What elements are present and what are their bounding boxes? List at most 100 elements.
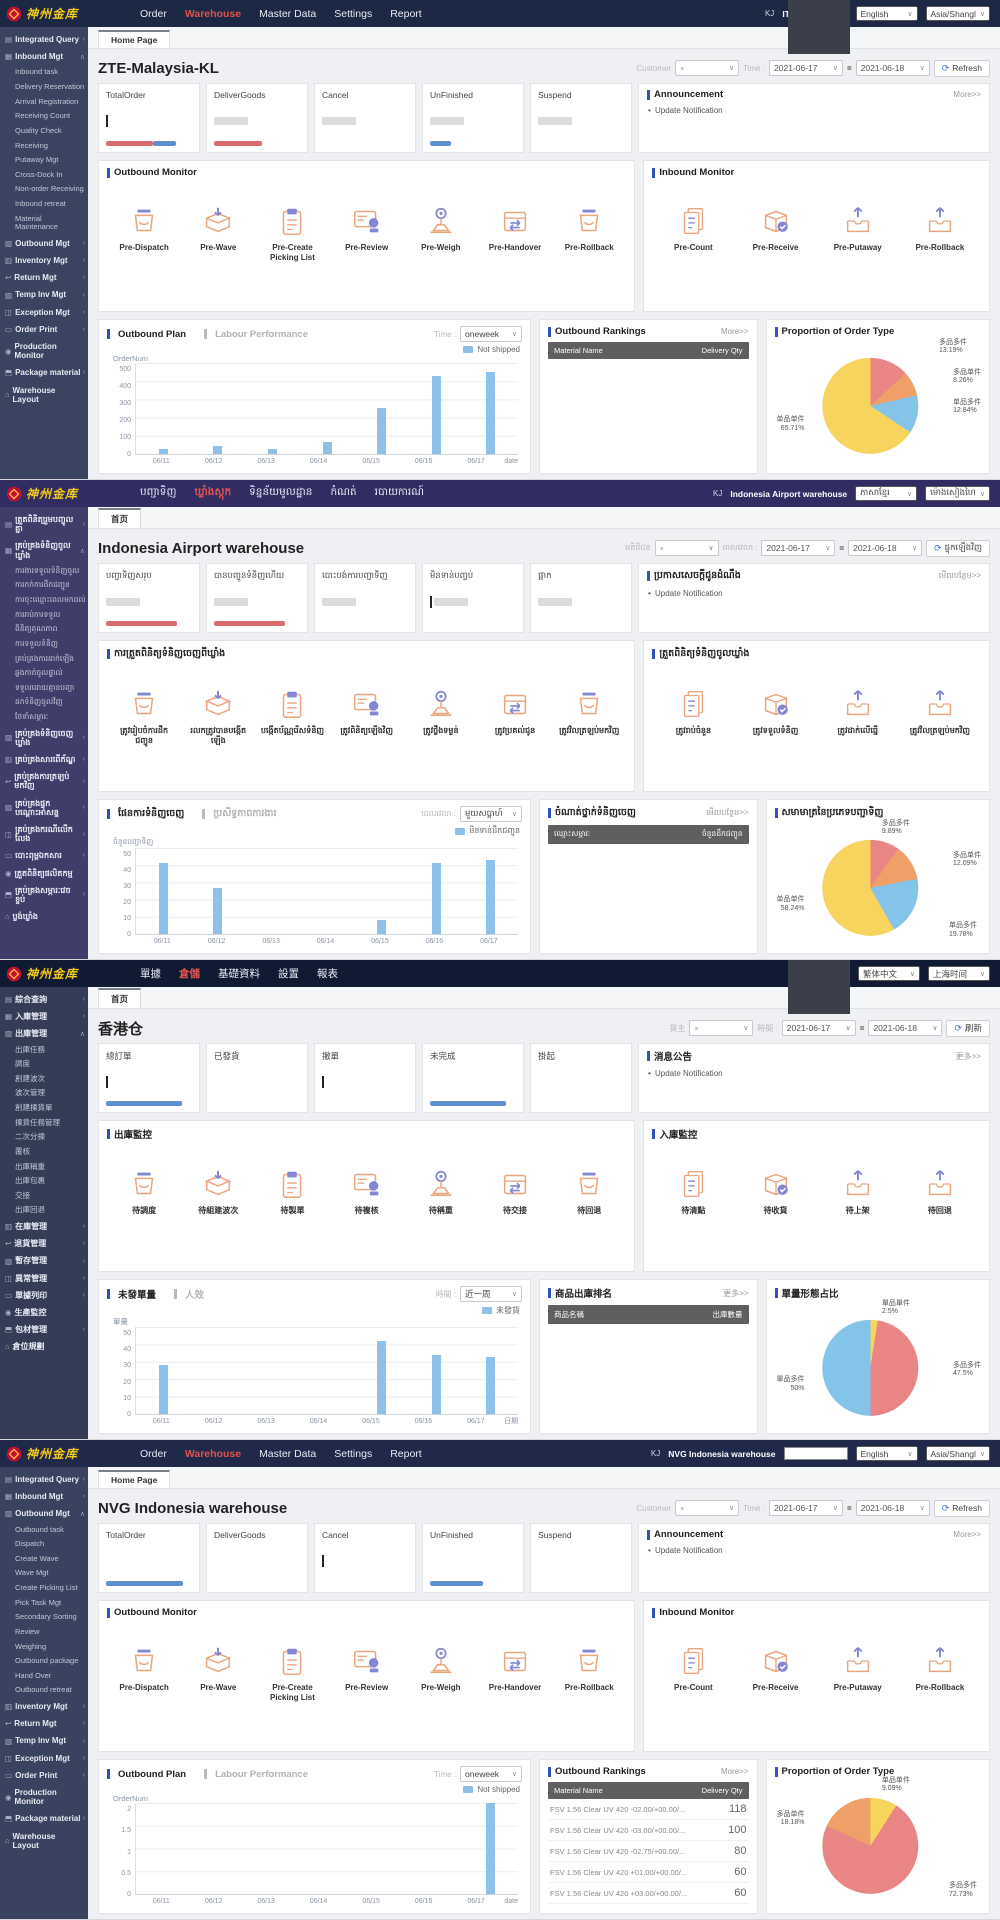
stat-card[interactable]: Cancel [314, 1523, 416, 1593]
timezone-select[interactable]: 上海时间 [928, 966, 990, 981]
customer-select[interactable] [689, 1020, 754, 1036]
sidebar-subitem[interactable]: Inbound task [15, 67, 58, 77]
refresh-button[interactable]: Refresh [933, 59, 990, 77]
ranking-row[interactable]: FSV 1.56 Clear UV 420 -02.00/+00.00/... … [548, 1799, 749, 1820]
sidebar-item[interactable]: ◫ គ្រប់គ្រងករណីលើកលែង ‹ [0, 821, 88, 847]
language-select[interactable]: ភាសាខ្មែរ [855, 486, 918, 501]
sidebar-item[interactable]: ▦ Inbound Mgt ∧ [0, 48, 88, 65]
sidebar-item[interactable]: ▭ Order Print ‹ [0, 1767, 88, 1784]
sidebar-subitem[interactable]: គ្រប់គ្រងការដាក់ឡើង [15, 653, 74, 663]
nav-item[interactable]: Settings [334, 7, 373, 20]
sidebar-item[interactable]: ▦ Inbound Mgt ‹ [0, 1488, 88, 1505]
sidebar-subitem[interactable]: ឆ្លងកាត់ចូលផ្ទាល់ [15, 668, 63, 678]
announcement-more-link[interactable]: More>> [953, 90, 981, 99]
date-to-select[interactable]: 2021-06-18 [848, 540, 923, 556]
stat-card[interactable]: UnFinished [422, 1523, 524, 1593]
user-initials[interactable]: KJ [713, 489, 723, 498]
sidebar-subitem[interactable]: Outbound package [15, 1656, 79, 1666]
timezone-select[interactable]: ម៉ោងសៀងហៃ [925, 486, 990, 501]
customer-select[interactable] [675, 60, 740, 76]
tab-home[interactable]: Home Page [98, 30, 171, 48]
stat-card[interactable]: TotalOrder [98, 1523, 200, 1593]
stat-card[interactable]: 總訂單 [98, 1043, 200, 1113]
user-initials[interactable]: KJ [650, 1449, 661, 1458]
sidebar-item[interactable]: ⬒ 包材管理 ‹ [0, 1321, 88, 1338]
stat-card[interactable]: 撤單 [314, 1043, 416, 1113]
plan-tab-active[interactable]: Outbound Plan [118, 328, 187, 340]
monitor-shortcut[interactable]: ត្រូវថ្លឹងទម្ងន់ [409, 687, 473, 736]
sidebar-item[interactable]: ◉ Production Monitor [0, 1784, 88, 1810]
rankings-more-link[interactable]: More>> [720, 1767, 749, 1776]
sidebar-item[interactable]: ⌂ Warehouse Layout [0, 1828, 88, 1854]
monitor-shortcut[interactable]: 待上架 [826, 1167, 890, 1216]
refresh-button[interactable]: Refresh [933, 1499, 990, 1517]
stat-card[interactable]: UnFinished [422, 83, 524, 153]
brand[interactable]: 神州金库 [6, 965, 124, 982]
monitor-shortcut[interactable]: Pre-Putaway [826, 204, 890, 253]
sidebar-item[interactable]: ▨ Temp Inv Mgt ‹ [0, 286, 88, 303]
monitor-shortcut[interactable]: 待調度 [112, 1167, 176, 1216]
current-warehouse-label[interactable]: Indonesia Airport warehouse [730, 488, 848, 499]
nav-item[interactable]: Warehouse [184, 7, 242, 20]
plan-tab-active[interactable]: Outbound Plan [118, 1768, 187, 1780]
sidebar-subitem[interactable]: Delivery Reservation [15, 82, 85, 91]
sidebar-subitem[interactable]: 出庫任務 [15, 1044, 45, 1054]
nav-item[interactable]: Master Data [259, 1447, 317, 1460]
plan-time-select[interactable]: oneweek [460, 1766, 523, 1782]
monitor-shortcut[interactable]: Pre-Wave [186, 1644, 250, 1693]
sidebar-subitem[interactable]: 交接 [15, 1190, 30, 1200]
sidebar-item[interactable]: ▤ Integrated Query ‹ [0, 31, 88, 48]
rankings-more-link[interactable]: មើលបន្ថែម>> [706, 808, 749, 817]
plan-tab-secondary[interactable]: Labour Performance [215, 1768, 308, 1780]
nav-item[interactable]: 單據 [140, 968, 161, 980]
stat-card[interactable]: 掛起 [530, 1043, 632, 1113]
nav-item[interactable]: 報表 [317, 968, 338, 980]
sidebar-item[interactable]: ◫ 異常管理 ‹ [0, 1270, 88, 1287]
timezone-select[interactable]: Asia/Shangl [925, 6, 990, 21]
monitor-shortcut[interactable]: 待收貨 [744, 1167, 808, 1216]
monitor-shortcut[interactable]: Pre-Rollback [557, 1644, 621, 1693]
sidebar-subitem[interactable]: Dispatch [15, 1539, 45, 1549]
plan-time-select[interactable]: oneweek [460, 326, 523, 342]
sidebar-subitem[interactable]: 創建揀貨單 [15, 1103, 53, 1113]
monitor-shortcut[interactable]: Pre-Review [335, 1644, 399, 1693]
stat-card[interactable]: បានបញ្ជូនទំនិញហើយ [206, 563, 308, 633]
nav-item[interactable]: Master Data [259, 7, 317, 20]
sidebar-subitem[interactable]: Material Maintenance [15, 213, 58, 232]
sidebar-item[interactable]: ⬒ Package material ‹ [0, 364, 88, 381]
refresh-button[interactable]: ផ្ទុកឡើងវិញ [926, 539, 990, 557]
sidebar-subitem[interactable]: Outbound retreat [15, 1685, 72, 1695]
sidebar-item[interactable]: ⌂ ប្លង់ឃ្លាំង [0, 908, 88, 925]
sidebar-subitem[interactable]: Arrival Registration [15, 96, 79, 106]
sidebar-subitem[interactable]: Putaway Mgt [15, 155, 59, 165]
sidebar-subitem[interactable]: Receiving [15, 140, 48, 150]
sidebar-item[interactable]: ▥ 在庫管理 ‹ [0, 1218, 88, 1235]
stat-card[interactable]: បោះបង់ការបញ្ជាទិញ [314, 563, 416, 633]
refresh-button[interactable]: 刷新 [946, 1019, 990, 1037]
plan-tab-secondary[interactable]: ប្រសិទ្ធភាពការងារ [213, 808, 277, 819]
nav-item[interactable]: Order [140, 1447, 167, 1460]
sidebar-item[interactable]: ▥ Inventory Mgt ‹ [0, 252, 88, 269]
monitor-shortcut[interactable]: ត្រូវវិលត្រឡប់មកវិញ [908, 687, 972, 736]
monitor-shortcut[interactable]: Pre-Wave [186, 204, 250, 253]
stat-card[interactable]: Suspend [530, 1523, 632, 1593]
sidebar-item[interactable]: ▧ គ្រប់គ្រងទំនិញចេញឃ្លាំង ‹ [0, 725, 88, 751]
sidebar-subitem[interactable]: Pick Task Mgt [15, 1597, 62, 1607]
monitor-shortcut[interactable]: ត្រូវដាក់លើធ្នើ [826, 687, 890, 736]
monitor-shortcut[interactable]: Pre-Weigh [409, 1644, 473, 1693]
plan-tab-secondary[interactable]: Labour Performance [215, 328, 308, 340]
monitor-shortcut[interactable]: 待複核 [335, 1167, 399, 1216]
nav-item[interactable]: របាយការណ៍ [374, 486, 425, 498]
sidebar-subitem[interactable]: ពិនិត្យគុណភាព [15, 624, 58, 634]
customer-select[interactable] [675, 1500, 740, 1516]
sidebar-subitem[interactable]: ថែទាំសម្ភារៈ [15, 712, 49, 721]
nav-item[interactable]: 基礎資料 [218, 968, 260, 980]
monitor-shortcut[interactable]: 待組建波次 [186, 1167, 250, 1216]
timezone-select[interactable]: Asia/Shangl [925, 1446, 990, 1461]
sidebar-subitem[interactable]: Inbound retreat [15, 199, 66, 208]
date-to-select[interactable]: 2021-06-18 [855, 60, 930, 76]
brand[interactable]: 神州金库 [6, 485, 124, 502]
sidebar-item[interactable]: ▧ Outbound Mgt ‹ [0, 235, 88, 252]
sidebar-item[interactable]: ▥ គ្រប់គ្រងសារពើភ័ណ្ឌ ‹ [0, 751, 88, 768]
nav-item[interactable]: 倉儲 [179, 968, 200, 980]
